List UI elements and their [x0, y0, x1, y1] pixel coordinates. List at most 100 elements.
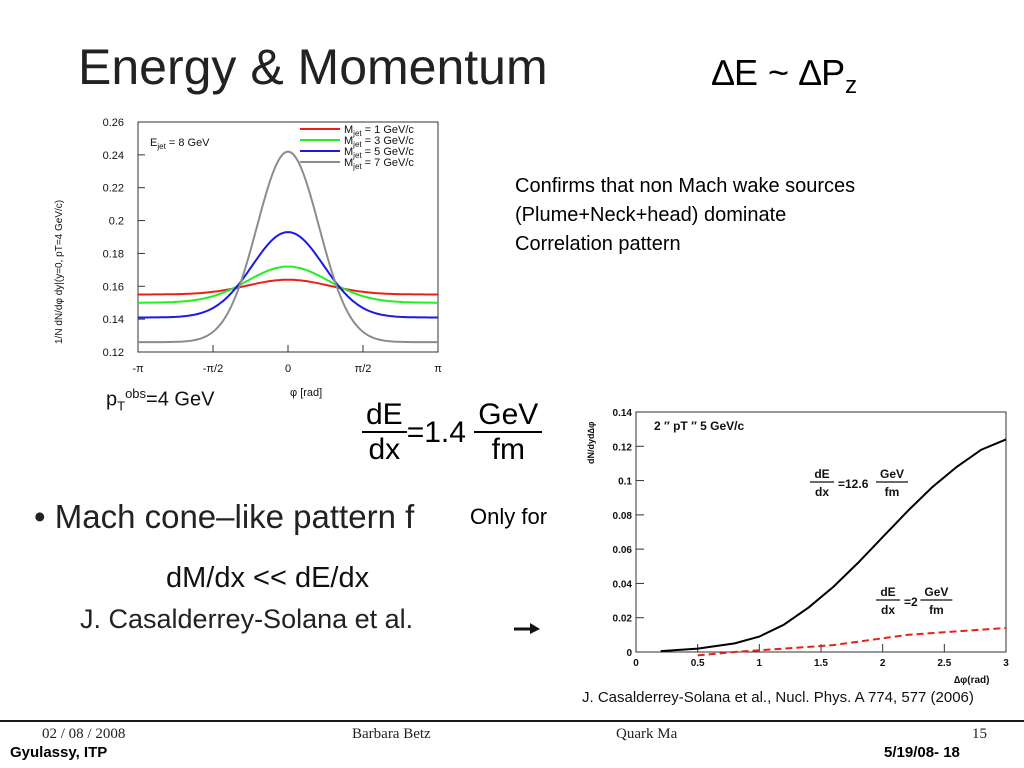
confirmation-text: Confirms that non Mach wake sources (Plu…	[515, 172, 855, 259]
chart2-series-line	[697, 627, 1007, 657]
lhs-fraction: dE dx	[362, 398, 407, 468]
label-numerator: dE	[880, 585, 895, 599]
legend-rest: = 1 GeV/c	[362, 124, 415, 136]
chart2-x-axis-label: ∆φ(rad)	[954, 675, 990, 686]
chart1-y-tick-label: 0.24	[103, 150, 124, 162]
mach-cone-bullet: • Mach cone–like pattern f	[34, 498, 415, 535]
label-value: =2	[904, 595, 918, 609]
chart1-y-tick-label: 0.16	[103, 281, 124, 293]
label-unit-denominator: fm	[885, 485, 900, 499]
chart1-y-tick-label: 0.26	[103, 117, 124, 129]
relation-text: ∆E ~ ∆P	[712, 52, 846, 93]
legend-rest: = 7 GeV/c	[362, 157, 415, 169]
footer-right-credit: 5/19/08- 18	[884, 744, 960, 761]
pt-value: =4 GeV	[146, 388, 215, 411]
chart2-y-tick-label: 0.14	[613, 408, 633, 419]
chart2-frame	[635, 411, 1007, 653]
energy-loss-equation: dE dx =1.4 GeV fm	[362, 398, 543, 468]
chart2-y-tick-label: 0	[626, 648, 632, 659]
legend-base: M	[344, 157, 353, 169]
chart2-series-line	[660, 438, 1007, 653]
label-unit-numerator: GeV	[924, 585, 948, 599]
legend-base: M	[344, 124, 353, 136]
chart1-series-line	[138, 278, 438, 296]
chart2-y-tick-label: 0.04	[613, 579, 633, 590]
legend-rest: = 5 GeV/c	[362, 146, 415, 158]
chart2-series-label: dE dx =12.6 GeV fm	[810, 467, 908, 499]
legend-sub: jet	[352, 140, 362, 149]
pt-obs-label: pTobs=4 GeV	[106, 386, 214, 414]
legend-rest: = 3 GeV/c	[362, 135, 415, 147]
chart1-series-line	[138, 231, 438, 319]
chart1-x-tick-label: -π	[132, 363, 144, 375]
dmdx-condition: dM/dx << dE/dx	[166, 562, 370, 594]
label-unit-denominator: fm	[929, 603, 944, 617]
chart2-x-tick-label: 2.5	[937, 658, 951, 669]
chart2-x-tick-label: 0	[633, 658, 639, 669]
chart1-x-tick-label: π/2	[355, 363, 372, 375]
jet-mass-distribution-chart: 0.12 0.14 0.16 0.18 0.2 0.22 0.24 0.26 -π -π/2 0 π/…	[54, 117, 443, 399]
footer-author: Barbara Betz	[352, 726, 431, 742]
rhs-denominator: fm	[491, 433, 525, 466]
chart2-plot-border	[635, 411, 1007, 653]
label-denominator: dx	[815, 485, 829, 499]
lhs-denominator: dx	[368, 433, 401, 466]
label-denominator: dx	[881, 603, 895, 617]
chart1-y-tick-label: 0.22	[103, 183, 124, 195]
chart2-series	[660, 438, 1007, 657]
label-numerator: dE	[814, 467, 829, 481]
chart1-x-tick-label: -π/2	[203, 363, 223, 375]
confirm-line-1: Confirms that non Mach wake sources	[515, 175, 856, 197]
pt-subscript: T	[117, 398, 126, 414]
right-arrow-icon	[514, 623, 540, 634]
legend-sub: jet	[352, 151, 362, 160]
energy-momentum-relation: ∆E ~ ∆Pz	[712, 52, 857, 100]
footer-page-number: 15	[972, 726, 987, 742]
legend-sub: jet	[352, 129, 362, 138]
label-unit-numerator: GeV	[880, 467, 904, 481]
confirm-line-3: Correlation pattern	[515, 233, 681, 255]
chart1-x-axis-label: φ [rad]	[290, 387, 322, 399]
chart2-y-tick-label: 0.1	[618, 477, 632, 488]
legend-base: M	[344, 135, 353, 147]
chart2-y-tick-label: 0.06	[613, 545, 633, 556]
label-value: =12.6	[838, 477, 869, 491]
footer-divider	[0, 720, 1024, 722]
chart2-series-label: dE dx =2 GeV fm	[876, 585, 953, 617]
chart2-x-tick-label: 0.5	[691, 658, 705, 669]
chart1-x-tick-label: 0	[285, 363, 291, 375]
chart1-annotation: Ejet = 8 GeV	[150, 137, 210, 151]
chart1-y-tick-label: 0.18	[103, 248, 124, 260]
chart1-y-axis-label: 1/N dN/dφ dy|(y=0, pT=4 GeV/c)	[54, 200, 65, 344]
chart2-y-tick-label: 0.02	[613, 614, 633, 625]
chart1-series	[138, 150, 438, 344]
chart2-x-tick-label: 3	[1003, 658, 1009, 669]
chart2-series-labels: dE dx =12.6 GeV fm dE dx =2 GeV fm	[810, 467, 953, 617]
slide-title: Energy & Momentum	[78, 39, 548, 95]
footer-conference: Quark Ma	[616, 726, 678, 742]
chart2-y-tick-label: 0.08	[613, 511, 633, 522]
author-citation: J. Casalderrey-Solana et al.	[80, 604, 414, 634]
chart1-series-line	[138, 150, 438, 344]
confirm-line-2: (Plume+Neck+head) dominate	[515, 204, 787, 226]
legend-base: M	[344, 146, 353, 158]
chart1-legend-label: Mjet = 1 GeV/c	[344, 124, 414, 138]
chart2-x-tick-label: 2	[880, 658, 886, 669]
legend-sub: jet	[352, 162, 362, 171]
chart2-title: 2 ″ pT ″ 5 GeV/c	[654, 419, 745, 433]
chart2-ticks: 0 0.02 0.04 0.06 0.08 0.1 0.12 0.14 0 0.5 1 1.5 2 2.5…	[613, 408, 1010, 669]
pt-superscript: obs	[125, 386, 147, 401]
equation-value: =1.4	[406, 415, 466, 449]
chart1-x-tick-label: π	[434, 363, 442, 375]
reference-citation: J. Casalderrey-Solana et al., Nucl. Phys…	[582, 689, 974, 706]
chart1-y-tick-label: 0.14	[103, 314, 124, 326]
footer-left-credit: Gyulassy, ITP	[10, 744, 108, 761]
chart1-y-tick-label: 0.2	[109, 216, 124, 228]
lhs-numerator: dE	[362, 398, 407, 433]
chart1-series-line	[138, 265, 438, 304]
chart1-ticks: 0.12 0.14 0.16 0.18 0.2 0.22 0.24 0.26 -π -π/2 0 π/…	[103, 117, 443, 375]
chart1-legend-label: Mjet = 7 GeV/c	[344, 157, 414, 171]
rhs-numerator: GeV	[474, 398, 543, 433]
chart2-x-tick-label: 1.5	[814, 658, 828, 669]
